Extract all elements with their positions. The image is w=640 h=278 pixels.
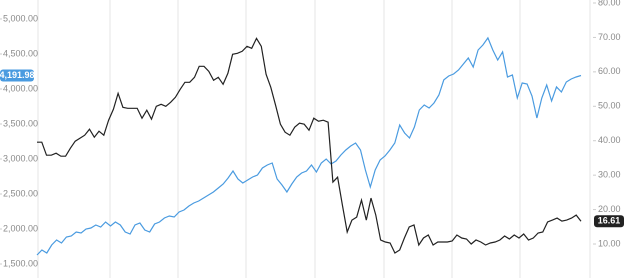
series-line — [36, 36, 582, 256]
y-tick-label: 4,500.00 — [3, 48, 38, 58]
y2-tick-label: 70.00 — [598, 32, 621, 42]
y-tick-label: 2,000.00 — [3, 223, 38, 233]
y2-tick-label: 30.00 — [598, 170, 621, 180]
y2-tick-label: 10.00 — [598, 238, 621, 248]
y-tick-label: 5,000.00 — [3, 13, 38, 23]
y2-tick-label: 60.00 — [598, 66, 621, 76]
last-value-label: 16.61 — [598, 216, 621, 226]
y2-tick-label: 80.00 — [598, 0, 621, 7]
y2-tick-label: 20.00 — [598, 204, 621, 214]
y-tick-label: 4,000.00 — [3, 83, 38, 93]
y-tick-label: 3,500.00 — [3, 118, 38, 128]
last-value-label: 4,191.98 — [0, 70, 35, 80]
y-tick-label: 3,000.00 — [3, 153, 38, 163]
last-value-tag — [0, 69, 34, 82]
y-tick-label: 2,500.00 — [3, 188, 38, 198]
last-value-tag — [594, 215, 624, 228]
y2-tick-label: 40.00 — [598, 135, 621, 145]
y-tick-label: 1,500.00 — [3, 258, 38, 268]
y2-tick-label: 50.00 — [598, 101, 621, 111]
series-line — [37, 37, 582, 254]
